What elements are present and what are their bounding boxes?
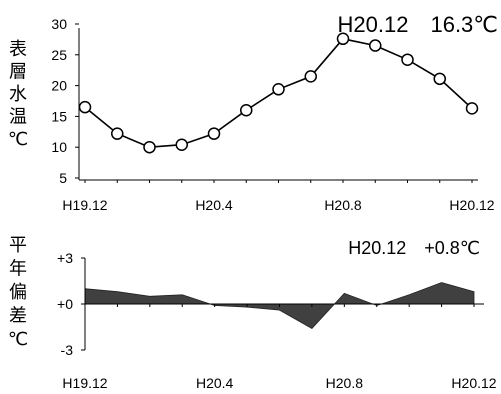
top-axis-tick-marks bbox=[75, 23, 473, 183]
temperature-point bbox=[78, 100, 92, 114]
top-ylabel-char: ℃ bbox=[8, 129, 28, 149]
bot-y-tick-label: +3 bbox=[57, 250, 73, 266]
temperature-point bbox=[401, 53, 414, 66]
bottom-x-tick-labels: H19.12 H20.4 H20.8 H20.12 bbox=[62, 375, 496, 391]
bot-ylabel-char: 偏 bbox=[9, 282, 27, 302]
top-ylabel-char: 層 bbox=[9, 62, 27, 82]
bot-y-tick-label: +0 bbox=[57, 296, 73, 312]
temperature-point bbox=[240, 103, 253, 117]
bot-y-tick-label: -3 bbox=[61, 342, 74, 358]
bot-ylabel-char: ℃ bbox=[8, 329, 28, 349]
temperature-point bbox=[175, 138, 188, 151]
bot-x-tick-label: H19.12 bbox=[62, 375, 107, 391]
temperature-series-points bbox=[78, 32, 479, 154]
bot-ylabel-char: 差 bbox=[9, 306, 27, 326]
temperature-point bbox=[433, 72, 446, 86]
top-y-tick-label: 30 bbox=[51, 16, 67, 32]
top-x-tick-label: H20.4 bbox=[195, 197, 233, 213]
top-y-tick-labels: 5 10 15 20 25 30 bbox=[51, 16, 67, 186]
top-x-tick-label: H20.8 bbox=[324, 197, 362, 213]
bot-x-tick-label: H20.12 bbox=[451, 375, 496, 391]
bottom-chart-annotation: H20.12 +0.8℃ bbox=[348, 238, 480, 258]
top-y-tick-label: 20 bbox=[51, 78, 67, 94]
temperature-point bbox=[336, 32, 350, 46]
top-x-tick-label: H20.12 bbox=[449, 197, 494, 213]
top-chart-annotation: H20.12 16.3℃ bbox=[338, 12, 498, 37]
bot-x-tick-label: H20.8 bbox=[326, 375, 364, 391]
top-x-tick-label: H19.12 bbox=[62, 197, 107, 213]
top-x-tick-labels: H19.12 H20.4 H20.8 H20.12 bbox=[62, 197, 494, 213]
bot-ylabel-char: 年 bbox=[9, 259, 27, 279]
top-y-tick-label: 15 bbox=[51, 108, 67, 124]
temperature-point bbox=[304, 70, 317, 83]
temperature-point bbox=[465, 102, 479, 115]
temperature-point bbox=[143, 140, 156, 154]
top-y-tick-label: 5 bbox=[59, 170, 67, 186]
bot-x-tick-label: H20.4 bbox=[196, 375, 234, 391]
top-y-tick-label: 10 bbox=[51, 139, 67, 155]
bot-ylabel-char: 平 bbox=[9, 235, 27, 255]
temperature-point bbox=[207, 127, 221, 140]
temperature-point bbox=[111, 127, 124, 140]
top-y-tick-label: 25 bbox=[51, 47, 67, 63]
top-ylabel-char: 水 bbox=[9, 84, 27, 104]
temperature-point bbox=[272, 83, 285, 96]
top-ylabel-char: 表 bbox=[9, 39, 27, 59]
bottom-y-tick-labels: -3 +0 +3 bbox=[57, 250, 73, 358]
top-ylabel-char: 温 bbox=[9, 107, 27, 127]
bottom-axis-tick-marks bbox=[81, 257, 475, 351]
temperature-point bbox=[369, 39, 382, 52]
